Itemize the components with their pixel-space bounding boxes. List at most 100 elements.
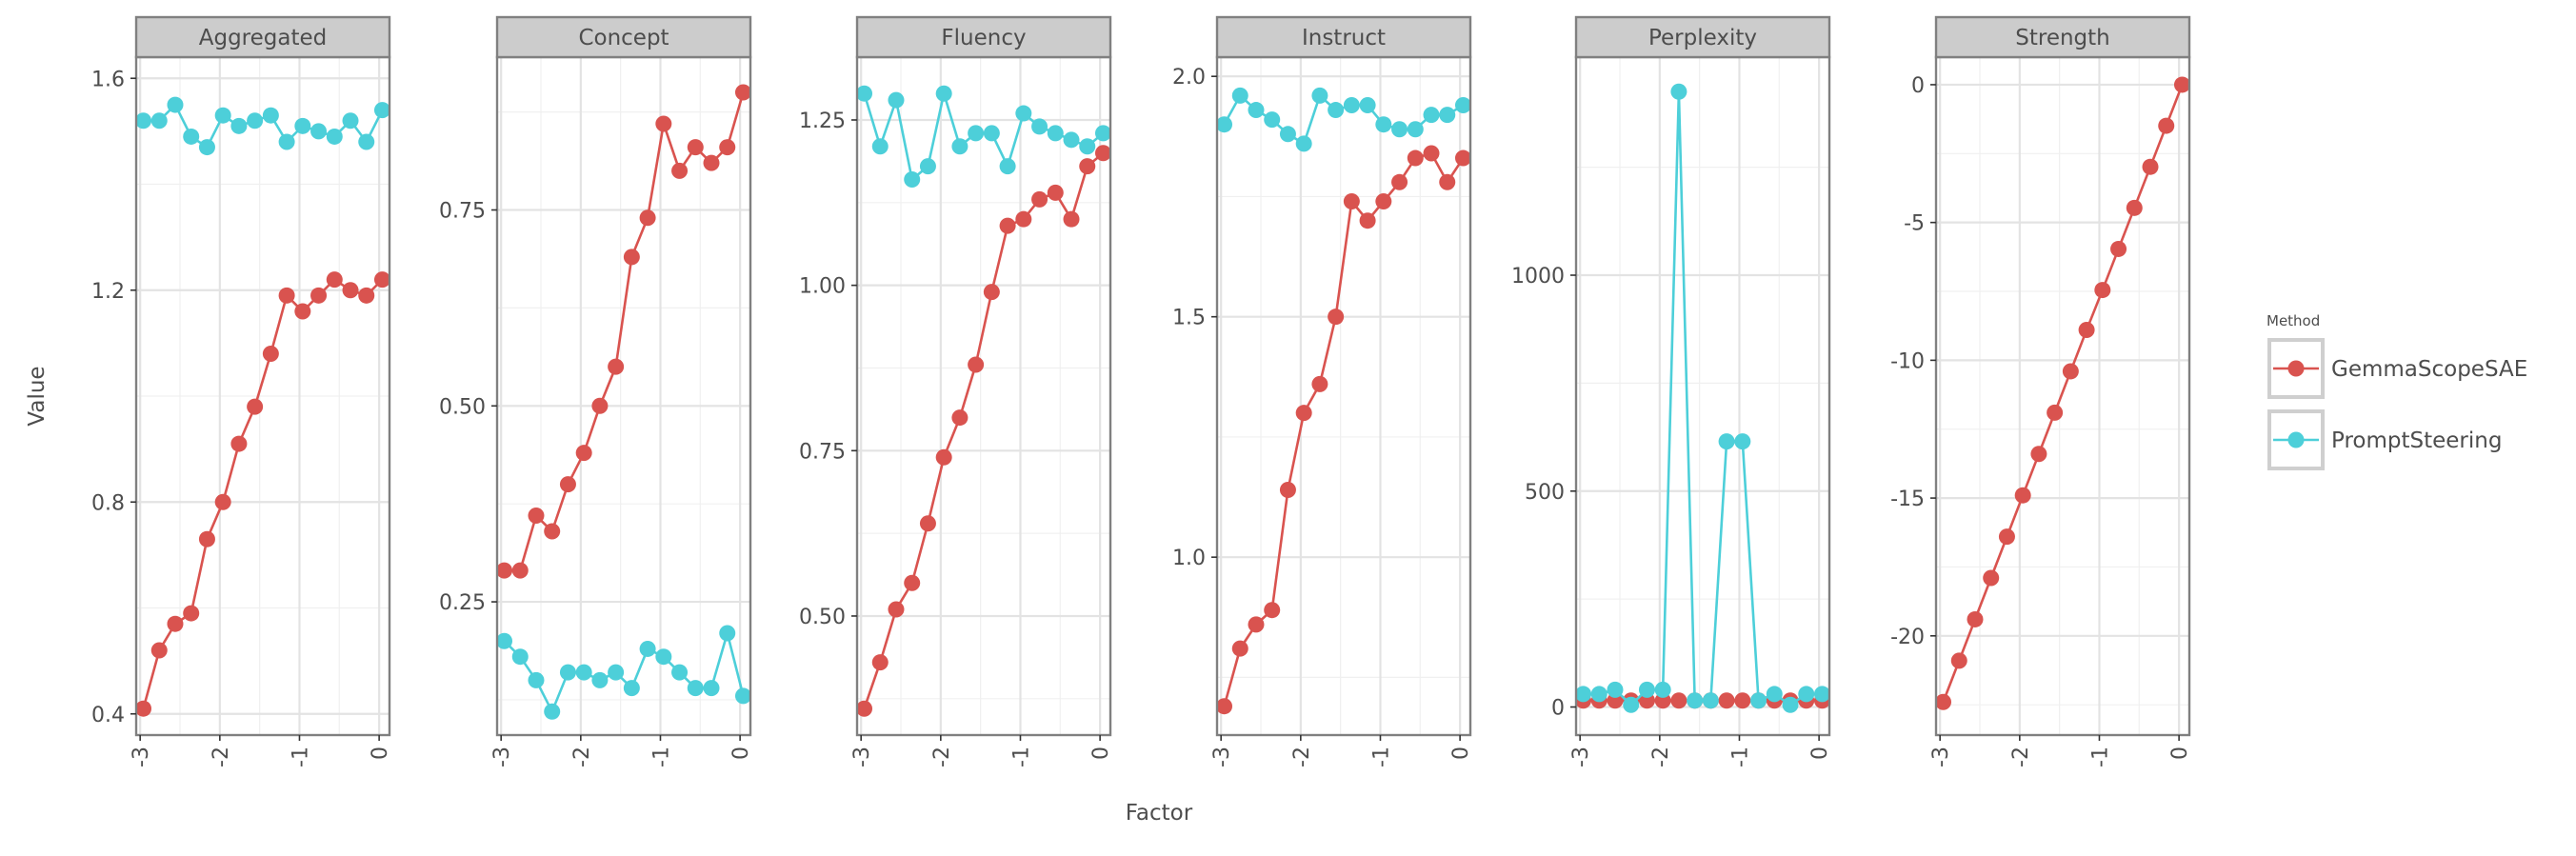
panel-instruct-point-promptsteering (1328, 102, 1345, 119)
panel-concept-point-gemmascopesae (639, 209, 656, 227)
panel-perplexity-point-promptsteering (1590, 686, 1608, 703)
panel-instruct-gridlines (1217, 57, 1470, 735)
panel-instruct-point-gemmascopesae (1359, 212, 1376, 229)
panel-instruct-point-promptsteering (1279, 126, 1296, 143)
panel-strength-point-gemmascopesae (2094, 282, 2111, 299)
panel-fluency-point-promptsteering (1015, 105, 1032, 122)
panel-perplexity-y-tick-label: 500 (1525, 481, 1565, 505)
panel-fluency-y-tick-label: 0.75 (799, 440, 846, 464)
panel-strength-line-gemmascopesae (1942, 84, 2184, 703)
panel-fluency-strip (855, 15, 1112, 59)
panel-strength-point-gemmascopesae (2173, 76, 2190, 93)
panel-fluency-strip-label: Fluency (941, 26, 1026, 50)
panel-aggregated-point-promptsteering (150, 112, 168, 129)
panel-fluency-point-promptsteering (871, 138, 889, 155)
panel-instruct-point-gemmascopesae (1279, 481, 1296, 498)
legend-item-gemmascopesae: GemmaScopeSAE (2267, 338, 2527, 399)
panel-fluency-gridlines (857, 57, 1110, 735)
panel-fluency-series-promptsteering (856, 85, 1111, 189)
panel-concept-point-promptsteering (671, 664, 689, 681)
panel-instruct-point-promptsteering (1391, 121, 1408, 138)
panel-fluency-point-gemmascopesae (1015, 210, 1032, 228)
panel-strength-point-gemmascopesae (2030, 446, 2047, 463)
panel-fluency-point-promptsteering (856, 85, 873, 102)
panel-concept-point-promptsteering (639, 640, 656, 657)
panel-strength-strip (1934, 15, 2191, 59)
panel-instruct-point-gemmascopesae (1216, 698, 1233, 715)
panel-fluency-point-gemmascopesae (1094, 145, 1111, 162)
panel-concept-point-promptsteering (511, 648, 529, 666)
panel-strength-x-tick-label: -3 (1929, 747, 1953, 767)
panel-strength-strip-label: Strength (2015, 26, 2110, 50)
panel-instruct-point-promptsteering (1423, 107, 1440, 124)
panel-instruct-point-gemmascopesae (1248, 616, 1265, 633)
panel-aggregated-point-gemmascopesae (150, 642, 168, 659)
panel-fluency-x-tick-label: -3 (850, 747, 874, 767)
panel-perplexity-strip (1574, 15, 1831, 59)
panel-instruct-y-tick-label: 2.0 (1172, 66, 1206, 90)
panel-aggregated-point-gemmascopesae (247, 398, 264, 415)
panel-aggregated-point-gemmascopesae (183, 605, 200, 622)
panel-fluency-point-gemmascopesae (919, 515, 936, 532)
panel-strength-point-gemmascopesae (1950, 652, 1967, 669)
panel-aggregated-point-gemmascopesae (373, 271, 390, 289)
panel-fluency-series-gemmascopesae (856, 145, 1111, 717)
panel-strength-point-gemmascopesae (1967, 610, 1984, 627)
panel-instruct-point-gemmascopesae (1454, 149, 1471, 167)
panel-aggregated-point-promptsteering (310, 123, 328, 140)
panel-concept-point-gemmascopesae (655, 115, 672, 132)
panel-aggregated-y-tick-label: 1.2 (91, 280, 125, 304)
panel-aggregated-strip-label: Aggregated (199, 26, 328, 50)
panel-fluency-point-gemmascopesae (888, 601, 905, 618)
panel-perplexity-point-promptsteering (1607, 681, 1624, 698)
panel-aggregated-point-promptsteering (262, 107, 279, 124)
panel-concept-point-gemmascopesae (671, 162, 689, 179)
panel-strength-point-gemmascopesae (2142, 158, 2159, 175)
panel-aggregated-point-promptsteering (167, 96, 184, 113)
panel-perplexity-point-gemmascopesae (1734, 692, 1751, 709)
panel-concept-point-gemmascopesae (734, 84, 751, 101)
panel-concept-point-promptsteering (559, 664, 576, 681)
panel-strength-point-gemmascopesae (2158, 117, 2175, 134)
panel-perplexity-point-promptsteering (1766, 686, 1783, 703)
panel-aggregated-point-promptsteering (294, 117, 311, 134)
panel-instruct-point-promptsteering (1407, 121, 1424, 138)
panel-aggregated-y-tick-label: 1.6 (91, 68, 125, 91)
panel-perplexity-point-promptsteering (1638, 681, 1655, 698)
panel-instruct-point-gemmascopesae (1423, 145, 1440, 162)
panel-instruct-y-tick-label: 1.5 (1172, 307, 1206, 330)
panel-fluency-point-promptsteering (999, 158, 1016, 175)
panel-aggregated-x-tick-label: -2 (210, 747, 233, 767)
panel-aggregated-point-promptsteering (326, 128, 343, 145)
panel-aggregated-gridlines (136, 57, 389, 735)
panel-perplexity-strip-label: Perplexity (1648, 26, 1757, 50)
panel-aggregated-series-gemmascopesae (135, 271, 390, 717)
panel-perplexity-point-promptsteering (1687, 692, 1704, 709)
panel-strength-point-gemmascopesae (2047, 404, 2064, 421)
panel-aggregated-point-promptsteering (278, 133, 295, 150)
panel-concept-point-promptsteering (719, 625, 736, 642)
legend-title: Method (2266, 312, 2320, 329)
panel-perplexity-x-tick-label: -3 (1569, 747, 1593, 767)
panel-fluency-point-gemmascopesae (983, 284, 1000, 301)
panel-aggregated-point-gemmascopesae (167, 615, 184, 632)
panel-fluency-point-promptsteering (904, 171, 921, 189)
panel-instruct-point-gemmascopesae (1407, 149, 1424, 167)
panel-instruct-point-promptsteering (1311, 87, 1328, 104)
panel-fluency-point-gemmascopesae (1079, 158, 1096, 175)
panel-concept-y-tick-label: 0.50 (439, 395, 486, 419)
panel-fluency-point-gemmascopesae (1063, 210, 1080, 228)
panel-aggregated-strip (134, 15, 391, 59)
panel-instruct-x-tick-label: -1 (1369, 747, 1393, 767)
panel-instruct-point-gemmascopesae (1295, 405, 1312, 422)
legend-label-promptsteering: PromptSteering (2331, 428, 2502, 453)
y-axis-title: Value (25, 366, 50, 426)
panel-aggregated-point-gemmascopesae (342, 282, 359, 299)
panel-concept-point-promptsteering (655, 648, 672, 666)
panel-aggregated-point-gemmascopesae (214, 493, 231, 510)
panel-instruct-point-gemmascopesae (1264, 602, 1281, 619)
panel-instruct-point-gemmascopesae (1231, 640, 1248, 657)
panel-strength-point-gemmascopesae (2126, 199, 2143, 216)
